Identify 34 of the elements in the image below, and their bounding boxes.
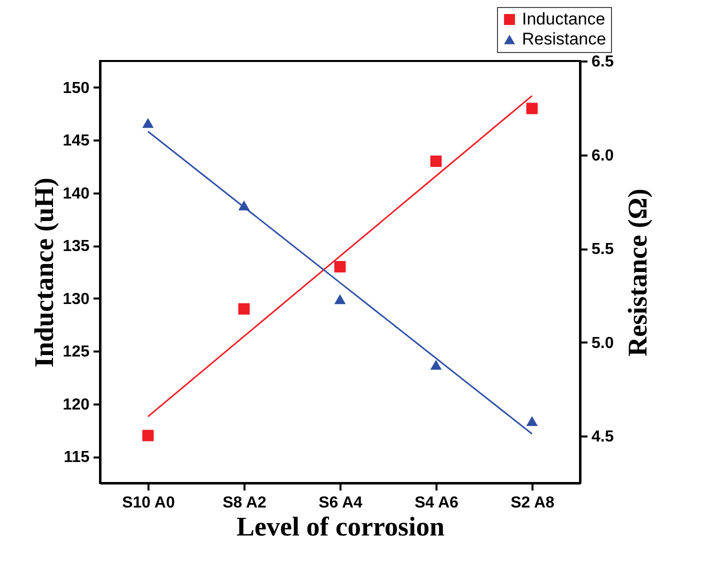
x-axis-title: Level of corrosion	[236, 512, 444, 542]
point	[142, 430, 154, 442]
y-tick-label: 150	[62, 80, 90, 97]
x-tick-label: S6 A4	[318, 494, 363, 512]
line-series	[147, 95, 533, 418]
x-tick-label: S8 A2	[222, 494, 267, 512]
point	[142, 118, 154, 128]
point	[334, 261, 346, 272]
y-axis-title: Inductance (uH)	[28, 178, 59, 368]
point	[430, 360, 442, 370]
line-series	[147, 130, 533, 435]
point	[526, 416, 538, 426]
legend-label: Inductance	[522, 10, 606, 28]
x-tick-label: S10 A0	[122, 494, 175, 512]
y-tick-label: 135	[62, 238, 90, 256]
y2-tick-label: 6.5	[592, 54, 614, 70]
y-tick-label: 140	[62, 185, 90, 202]
point	[334, 294, 346, 304]
x-tick-label: S2 A8	[510, 494, 555, 512]
y2-tick-label: 4.5	[592, 428, 614, 446]
y2-tick-label: 5.0	[592, 334, 614, 352]
y-tick-label: 145	[62, 132, 90, 150]
x-tick-label: S4 A6	[414, 494, 459, 512]
y-tick-label: 130	[62, 290, 90, 308]
point	[526, 102, 538, 114]
point	[238, 303, 250, 315]
y-tick-label: 115	[64, 449, 90, 466]
legend-label: Resistance	[522, 30, 606, 48]
y2-tick-label: 5.5	[592, 241, 614, 258]
y-tick-label: 120	[62, 396, 90, 414]
y2-axis-title: Resistance (Ω)	[622, 188, 652, 356]
point	[430, 156, 442, 167]
y2-tick-label: 6.0	[592, 147, 614, 164]
y-tick-label: 125	[62, 344, 90, 361]
